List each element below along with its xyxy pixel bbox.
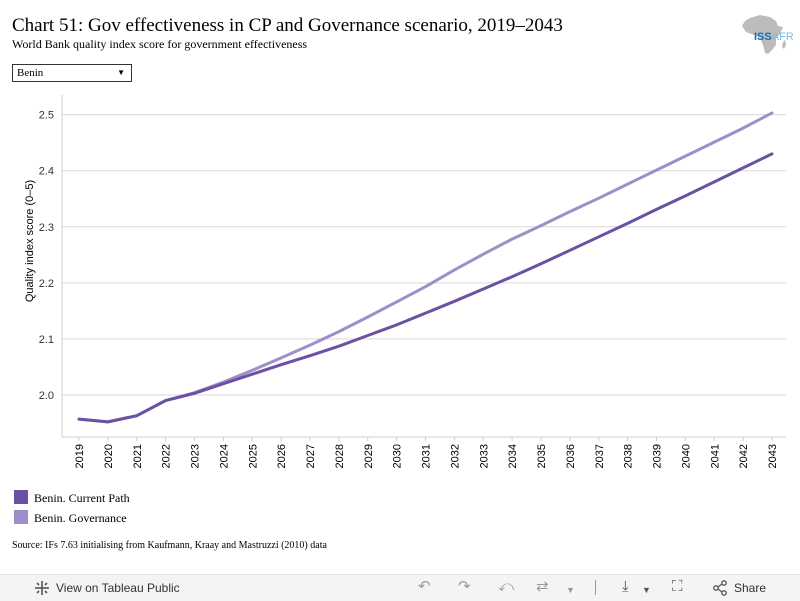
x-tick-label: 2037	[594, 444, 606, 468]
chart-title: Chart 51: Gov effectiveness in CP and Go…	[12, 15, 563, 36]
x-tick-label: 2040	[680, 444, 692, 468]
x-tick-label: 2033	[478, 444, 490, 468]
x-tick-label: 2028	[334, 444, 346, 468]
x-tick-label: 2042	[738, 444, 750, 468]
x-tick-label: 2020	[103, 444, 115, 468]
tableau-toolbar: View on Tableau Public ↶ ↷ ⤺ ⇄ ▼ ⤓ ▼ ⛶ S…	[0, 574, 800, 601]
x-tick-label: 2026	[276, 444, 288, 468]
x-tick-label: 2035	[536, 444, 548, 468]
logo-text: ISSAFR	[754, 31, 794, 43]
share-icon	[713, 580, 727, 596]
revert-icon[interactable]: ⤺	[498, 578, 515, 595]
download-icon[interactable]: ⤓	[622, 578, 629, 595]
y-tick-label: 2.4	[39, 166, 54, 178]
redo-icon[interactable]: ↷	[458, 578, 471, 595]
toolbar-divider	[595, 580, 596, 595]
tableau-icon	[35, 581, 49, 595]
view-on-tableau-link[interactable]: View on Tableau Public	[34, 580, 180, 596]
share-label: Share	[734, 581, 767, 595]
y-tick-label: 2.2	[39, 278, 54, 290]
line-chart: 2.0 2.1 2.2 2.3 2.4 2.5 Quality index score (0…	[24, 95, 786, 468]
x-tick-label: 2019	[74, 444, 86, 468]
legend-label-governance: Benin. Governance	[34, 511, 127, 525]
x-tick-label: 2023	[190, 444, 202, 468]
legend-label-current-path: Benin. Current Path	[34, 491, 130, 505]
x-tick-label: 2038	[623, 444, 635, 468]
fullscreen-icon[interactable]: ⛶	[672, 578, 683, 595]
y-tick-label: 2.5	[39, 110, 54, 122]
country-dropdown[interactable]: Benin ▼	[12, 64, 132, 82]
x-tick-label: 2024	[218, 444, 230, 468]
x-tick-label: 2027	[305, 444, 317, 468]
legend-swatch-current-path	[14, 490, 28, 504]
x-tick-label: 2029	[363, 444, 375, 468]
x-tick-label: 2036	[565, 444, 577, 468]
refresh-icon[interactable]: ⇄	[536, 578, 549, 595]
y-tick-label: 2.3	[39, 222, 54, 234]
x-tick-label: 2025	[247, 444, 259, 468]
country-dropdown-value: Benin	[17, 67, 44, 79]
legend-item-current-path[interactable]: Benin. Current Path	[14, 488, 130, 508]
x-tick-label: 2021	[132, 444, 144, 468]
legend: Benin. Current Path Benin. Governance	[14, 488, 130, 528]
caret-down-icon: ▼	[117, 68, 125, 77]
legend-item-governance[interactable]: Benin. Governance	[14, 508, 130, 528]
refresh-dropdown-caret-icon[interactable]: ▼	[566, 585, 575, 595]
series-line-current-path	[77, 152, 774, 424]
x-tick-label: 2039	[652, 444, 664, 468]
download-dropdown-caret-icon[interactable]: ▼	[642, 585, 651, 595]
chart-subtitle: World Bank quality index score for gover…	[12, 37, 308, 51]
view-on-tableau-label: View on Tableau Public	[56, 581, 180, 595]
x-tick-label: 2043	[767, 444, 779, 468]
x-tick-label: 2022	[161, 444, 173, 468]
x-tick-label: 2031	[421, 444, 433, 468]
logo-text-iss: ISS	[754, 31, 772, 43]
x-tick-label: 2032	[449, 444, 461, 468]
africa-map-logo-icon	[742, 15, 786, 54]
y-tick-label: 2.1	[39, 334, 54, 346]
logo-text-afr: AFR	[771, 31, 794, 43]
source-note: Source: IFs 7.63 initialising from Kaufm…	[12, 540, 327, 551]
y-tick-label: 2.0	[39, 390, 54, 402]
x-tick-label: 2041	[709, 444, 721, 468]
undo-icon[interactable]: ↶	[418, 578, 431, 595]
share-button[interactable]: Share	[712, 580, 766, 596]
legend-swatch-governance	[14, 510, 28, 524]
x-tick-label: 2030	[392, 444, 404, 468]
x-tick-label: 2034	[507, 444, 519, 468]
series-line-governance	[77, 111, 774, 424]
y-axis-label: Quality index score (0–5)	[24, 180, 36, 302]
